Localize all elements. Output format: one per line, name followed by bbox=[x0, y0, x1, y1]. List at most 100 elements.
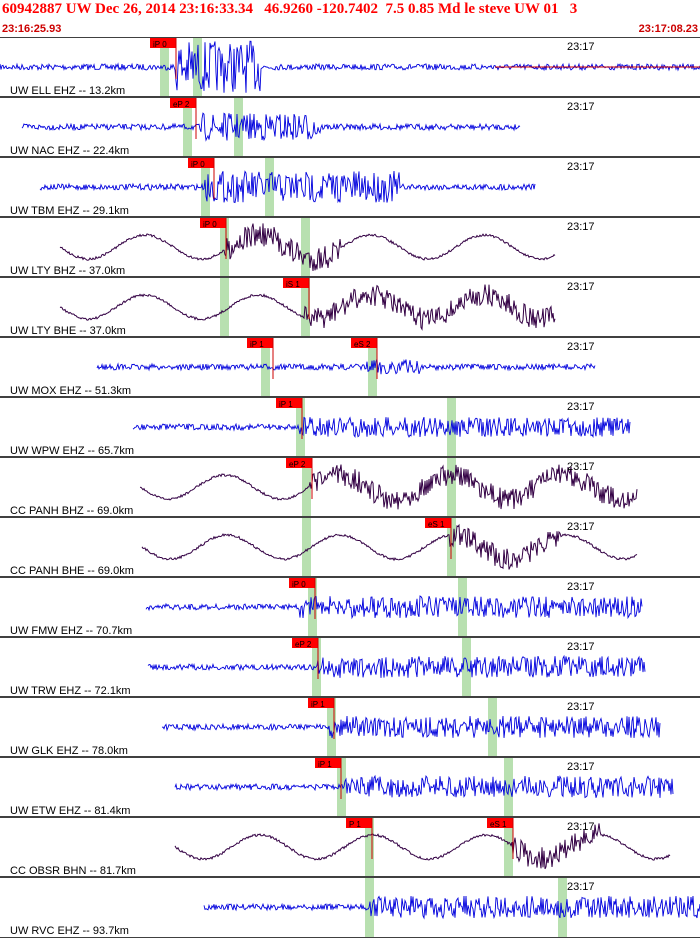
trace-row[interactable]: iP 1 23:17 UW WPW EHZ -- 65.7km bbox=[0, 398, 700, 458]
trace-time-label: 23:17 bbox=[567, 521, 595, 533]
phase-pick-label: iS 1 bbox=[286, 280, 300, 289]
phase-pick-label: iP 1 bbox=[318, 760, 332, 769]
trace-row[interactable]: iP 1 23:17 UW ETW EHZ -- 81.4km bbox=[0, 758, 700, 818]
trace-time-label: 23:17 bbox=[567, 161, 595, 173]
phase-pick-flag[interactable] bbox=[188, 158, 214, 168]
trace-row[interactable]: eS 1 23:17 CC PANH BHE -- 69.0km bbox=[0, 518, 700, 578]
station-label: UW LTY BHZ -- 37.0km bbox=[10, 265, 125, 277]
trace-row[interactable]: iP 1 eS 2 23:17 UW MOX EHZ -- 51.3km bbox=[0, 338, 700, 398]
phase-highlight-band bbox=[296, 398, 305, 456]
phase-highlight-band bbox=[234, 98, 243, 156]
waveform-trace bbox=[161, 715, 661, 739]
station-label: UW MOX EHZ -- 51.3km bbox=[10, 385, 131, 397]
phase-highlight-band bbox=[462, 638, 471, 696]
trace-row[interactable]: eP 2 23:17 UW NAC EHZ -- 22.4km bbox=[0, 98, 700, 158]
trace-time-label: 23:17 bbox=[567, 281, 595, 293]
header-bar: 60942887 UW Dec 26, 2014 23:16:33.34 46.… bbox=[0, 0, 700, 37]
trace-time-label: 23:17 bbox=[567, 341, 595, 353]
phase-highlight-band bbox=[365, 878, 374, 937]
trace-row[interactable]: iP 0 23:17 UW ELL EHZ -- 13.2km bbox=[0, 38, 700, 98]
phase-pick-flag[interactable] bbox=[170, 98, 196, 108]
phase-pick-label: iP 1 bbox=[311, 700, 325, 709]
phase-pick-flag[interactable] bbox=[351, 338, 377, 348]
phase-highlight-band bbox=[183, 98, 192, 156]
phase-pick-flag[interactable] bbox=[150, 38, 176, 48]
phase-pick-flag[interactable] bbox=[286, 458, 312, 468]
trace-row[interactable]: iS 1 23:17 UW LTY BHE -- 37.0km bbox=[0, 278, 700, 338]
waveform-trace bbox=[96, 358, 596, 375]
waveform-trace bbox=[141, 523, 638, 570]
trace-time-label: 23:17 bbox=[567, 461, 595, 473]
phase-pick-label: iP 1 bbox=[250, 340, 264, 349]
trace-row[interactable]: iP 1 23:17 UW GLK EHZ -- 78.0km bbox=[0, 698, 700, 758]
station-label: UW TRW EHZ -- 72.1km bbox=[10, 685, 131, 697]
phase-pick-label: eP 2 bbox=[295, 640, 312, 649]
trace-row[interactable]: iP 0 23:17 UW FMW EHZ -- 70.7km bbox=[0, 578, 700, 638]
trace-time-label: 23:17 bbox=[567, 41, 595, 53]
end-time-label: 23:17:08.23 bbox=[638, 23, 698, 35]
trace-time-label: 23:17 bbox=[567, 581, 595, 593]
waveform-trace bbox=[132, 416, 631, 439]
station-label: UW FMW EHZ -- 70.7km bbox=[10, 625, 132, 637]
seismogram-panel[interactable]: iP 0 23:17 UW ELL EHZ -- 13.2km eP 2 23:17 UW… bbox=[0, 37, 700, 938]
phase-highlight-band bbox=[301, 218, 310, 276]
station-label: UW WPW EHZ -- 65.7km bbox=[10, 445, 134, 457]
station-label: UW ETW EHZ -- 81.4km bbox=[10, 805, 130, 817]
trace-row[interactable]: eP 2 23:17 UW TRW EHZ -- 72.1km bbox=[0, 638, 700, 698]
phase-highlight-band bbox=[302, 458, 311, 516]
station-label: CC OBSR BHN -- 81.7km bbox=[10, 865, 136, 877]
station-label: UW GLK EHZ -- 78.0km bbox=[10, 745, 128, 757]
waveform-trace bbox=[139, 464, 638, 510]
phase-highlight-band bbox=[327, 698, 336, 756]
phase-pick-label: iP 0 bbox=[153, 40, 167, 49]
waveform-trace bbox=[147, 654, 646, 678]
phase-pick-label: eP 2 bbox=[289, 460, 306, 469]
phase-pick-flag[interactable] bbox=[346, 818, 372, 828]
phase-pick-flag[interactable] bbox=[487, 818, 513, 828]
station-label: CC PANH BHE -- 69.0km bbox=[10, 565, 134, 577]
phase-pick-label: iP 0 bbox=[191, 160, 205, 169]
phase-highlight-band bbox=[308, 578, 317, 636]
trace-row[interactable]: iP 0 23:17 UW LTY BHZ -- 37.0km bbox=[0, 218, 700, 278]
event-title: 60942887 UW Dec 26, 2014 23:16:33.34 46.… bbox=[2, 1, 578, 17]
phase-pick-label: eS 1 bbox=[428, 520, 445, 529]
waveform-trace bbox=[203, 895, 700, 920]
phase-pick-flag[interactable] bbox=[315, 758, 341, 768]
phase-pick-flag[interactable] bbox=[308, 698, 334, 708]
station-label: UW ELL EHZ -- 13.2km bbox=[10, 85, 125, 97]
trace-time-label: 23:17 bbox=[567, 101, 595, 113]
start-time-label: 23:16:25.93 bbox=[2, 23, 62, 35]
phase-pick-label: eS 2 bbox=[354, 340, 371, 349]
phase-pick-flag[interactable] bbox=[200, 218, 226, 228]
station-label: CC PANH BHZ -- 69.0km bbox=[10, 505, 133, 517]
phase-pick-flag[interactable] bbox=[292, 638, 318, 648]
station-label: UW TBM EHZ -- 29.1km bbox=[10, 205, 129, 217]
trace-row[interactable]: eS 1 P 1 23:17 CC OBSR BHN -- 81.7km bbox=[0, 818, 700, 878]
phase-pick-label: iP 1 bbox=[279, 400, 293, 409]
trace-time-label: 23:17 bbox=[567, 881, 595, 893]
waveform-trace bbox=[145, 595, 643, 620]
phase-pick-flag[interactable] bbox=[289, 578, 315, 588]
waveform-trace bbox=[21, 112, 521, 142]
trace-time-label: 23:17 bbox=[567, 641, 595, 653]
phase-pick-label: eS 1 bbox=[490, 820, 507, 829]
trace-row[interactable]: 23:17 UW RVC EHZ -- 93.7km bbox=[0, 878, 700, 938]
station-label: UW LTY BHE -- 37.0km bbox=[10, 325, 126, 337]
phase-pick-flag[interactable] bbox=[425, 518, 451, 528]
phase-highlight-band bbox=[220, 218, 229, 276]
waveform-trace bbox=[174, 823, 671, 870]
phase-pick-flag[interactable] bbox=[276, 398, 302, 408]
waveform-trace bbox=[39, 170, 536, 204]
phase-highlight-band bbox=[302, 518, 311, 576]
trace-row[interactable]: iP 0 23:17 UW TBM EHZ -- 29.1km bbox=[0, 158, 700, 218]
trace-time-label: 23:17 bbox=[567, 221, 595, 233]
trace-row[interactable]: eP 2 23:17 CC PANH BHZ -- 69.0km bbox=[0, 458, 700, 518]
phase-highlight-band bbox=[261, 338, 270, 396]
phase-highlight-band bbox=[220, 278, 229, 336]
waveform-trace bbox=[59, 223, 556, 272]
phase-highlight-band bbox=[447, 458, 456, 516]
phase-pick-label: iP 0 bbox=[203, 220, 217, 229]
station-label: UW RVC EHZ -- 93.7km bbox=[10, 925, 129, 937]
phase-pick-flag[interactable] bbox=[247, 338, 273, 348]
phase-pick-flag[interactable] bbox=[283, 278, 309, 288]
